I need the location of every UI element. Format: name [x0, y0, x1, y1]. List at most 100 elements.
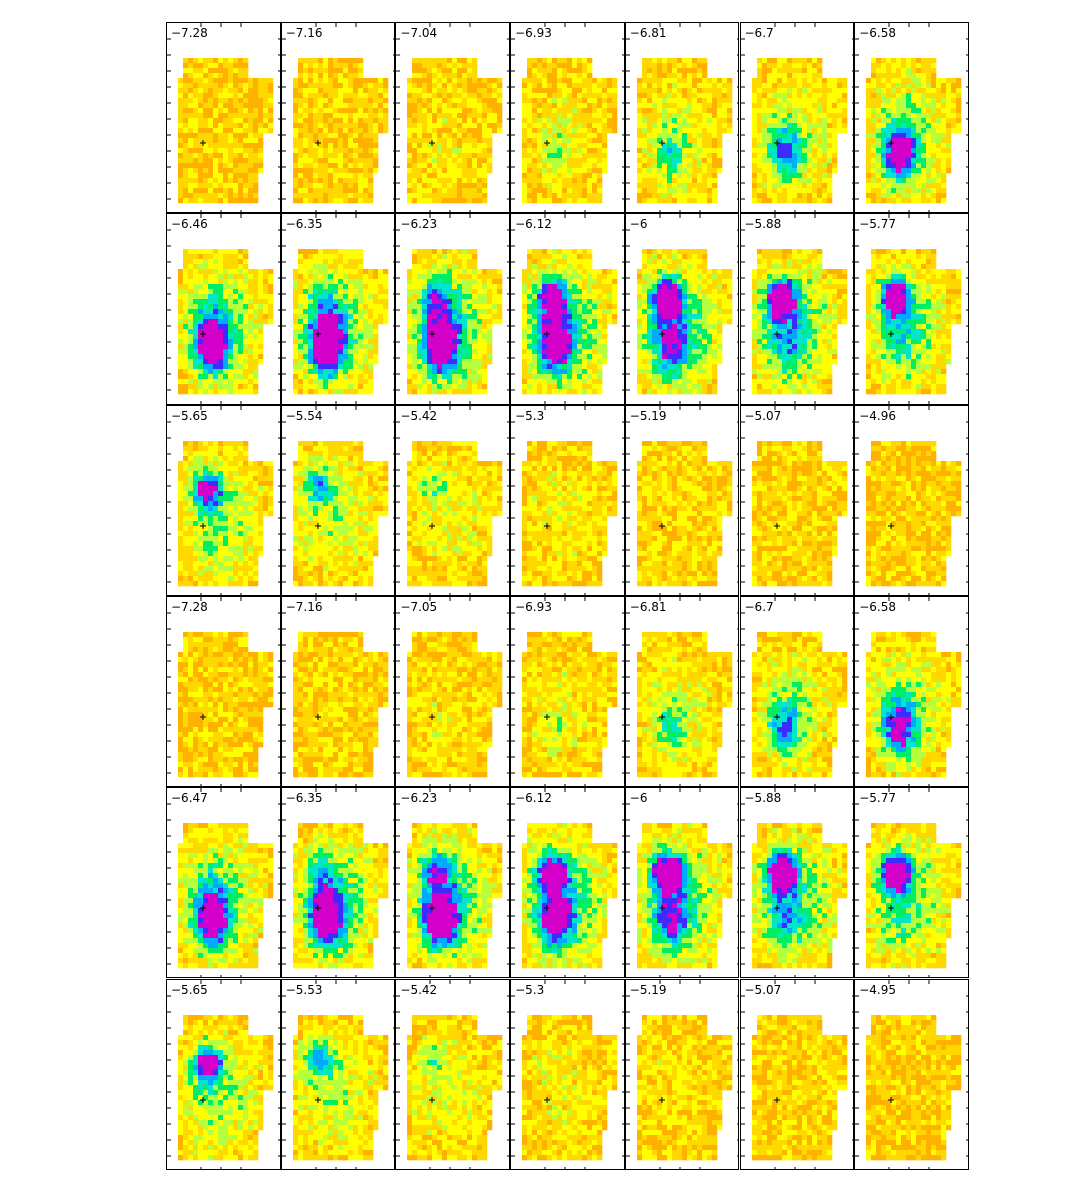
pixel-cell [407, 123, 413, 129]
pixel-cell [432, 274, 438, 280]
pixel-cell [572, 118, 578, 124]
pixel-cell [377, 93, 383, 99]
pixel-cell [542, 128, 548, 134]
pixel-cell [756, 183, 762, 189]
pixel-cell [297, 108, 303, 114]
pixel-cell [562, 68, 568, 74]
pixel-cell [532, 113, 538, 119]
pixel-cell [342, 183, 348, 189]
pixel-cell [447, 299, 453, 305]
pixel-cell [671, 138, 678, 144]
pixel-cell [706, 168, 713, 174]
pixel-cell [218, 309, 224, 315]
pixel-cell [716, 78, 723, 84]
pixel-cell [876, 163, 882, 169]
pixel-cell [691, 73, 698, 79]
pixel-cell [268, 269, 274, 275]
pixel-cell [302, 178, 308, 184]
pixel-cell [198, 163, 204, 169]
pixel-cell [911, 113, 917, 119]
pixel-cell [198, 78, 204, 84]
pixel-cell [412, 269, 418, 275]
pixel-cell [497, 319, 503, 325]
pixel-cell [243, 133, 249, 139]
pixel-cell [213, 284, 219, 290]
pixel-cell [666, 193, 673, 199]
pixel-cell [457, 83, 463, 89]
pixel-cell [522, 83, 528, 89]
pixel-cell [671, 168, 678, 174]
pixel-cell [218, 73, 224, 79]
pixel-cell [442, 289, 448, 295]
pixel-cell [876, 58, 882, 64]
pixel-cell [941, 173, 947, 179]
pixel-cell [317, 374, 323, 380]
pixel-cell [302, 58, 308, 64]
pixel-cell [472, 274, 478, 280]
pixel-cell [218, 294, 224, 300]
pixel-cell [452, 98, 458, 104]
pixel-cell [906, 103, 912, 109]
pixel-cell [297, 128, 303, 134]
pixel-cell [437, 178, 443, 184]
pixel-cell [901, 168, 907, 174]
pixel-cell [198, 173, 204, 179]
pixel-cell [427, 289, 433, 295]
pixel-cell [367, 103, 373, 109]
pixel-cell [816, 58, 822, 64]
pixel-cell [193, 329, 199, 335]
pixel-cell [317, 178, 323, 184]
pixel-cell [302, 138, 308, 144]
pixel-cell [198, 58, 204, 64]
pixel-cell [337, 188, 343, 194]
pixel-cell [203, 299, 209, 305]
pixel-cell [332, 369, 338, 375]
pixel-cell [651, 73, 658, 79]
pixel-cell [223, 379, 229, 385]
pixel-cell [357, 88, 363, 94]
channel-image [740, 23, 854, 213]
pixel-cell [362, 309, 368, 315]
pixel-cell [467, 58, 473, 64]
pixel-cell [317, 153, 323, 159]
pixel-cell [552, 68, 558, 74]
pixel-cell [337, 148, 343, 154]
pixel-cell [208, 58, 214, 64]
pixel-cell [312, 158, 318, 164]
pixel-cell [906, 63, 912, 69]
pixel-cell [911, 83, 917, 89]
pixel-cell [467, 183, 473, 189]
pixel-cell [228, 359, 234, 365]
pixel-cell [587, 168, 593, 174]
pixel-cell [357, 269, 363, 275]
pixel-cell [592, 103, 598, 109]
pixel-cell [891, 193, 897, 199]
pixel-cell [946, 118, 952, 124]
pixel-cell [442, 83, 448, 89]
pixel-cell [661, 138, 668, 144]
pixel-cell [357, 279, 363, 285]
pixel-cell [557, 168, 563, 174]
pixel-cell [801, 98, 807, 104]
pixel-cell [218, 259, 224, 265]
pixel-cell [641, 63, 648, 69]
pixel-cell [248, 289, 254, 295]
pixel-cell [357, 73, 363, 79]
pixel-cell [322, 334, 328, 340]
pixel-cell [208, 158, 214, 164]
pixel-cell [666, 108, 673, 114]
pixel-cell [552, 63, 558, 69]
pixel-cell [806, 103, 812, 109]
pixel-cell [317, 163, 323, 169]
pixel-cell [332, 329, 338, 335]
pixel-cell [462, 153, 468, 159]
pixel-cell [821, 103, 827, 109]
pixel-cell [218, 153, 224, 159]
pixel-cell [357, 284, 363, 290]
pixel-cell [537, 138, 543, 144]
pixel-cell [462, 103, 468, 109]
pixel-cell [322, 68, 328, 74]
pixel-cell [183, 364, 189, 370]
pixel-cell [587, 108, 593, 114]
pixel-cell [427, 264, 433, 270]
